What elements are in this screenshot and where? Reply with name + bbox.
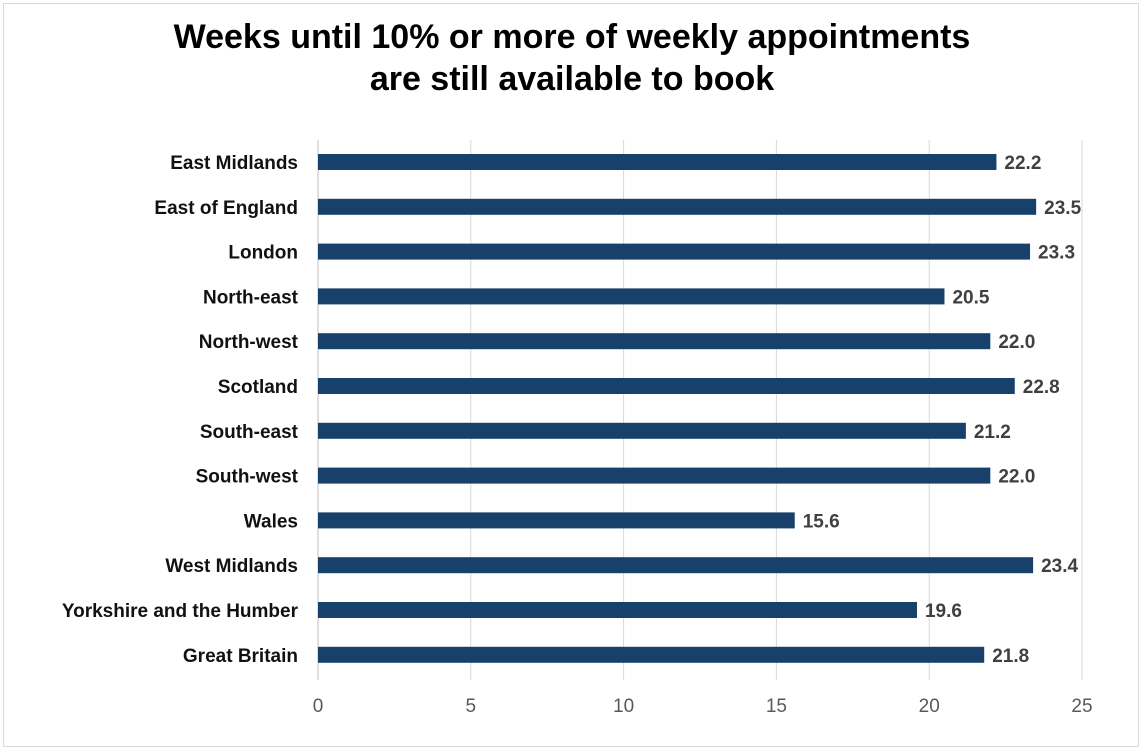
value-label-north-east: 20.5 xyxy=(952,287,989,308)
bar-south-east xyxy=(318,422,966,439)
bar-north-east xyxy=(318,288,945,305)
bar-south-west xyxy=(318,467,991,484)
x-tick-label-0: 0 xyxy=(313,696,324,717)
bar-wales xyxy=(318,512,795,529)
bar-scotland xyxy=(318,378,1015,394)
x-tick-label-10: 10 xyxy=(613,696,634,717)
chart-title-line-2: are still available to book xyxy=(369,60,775,98)
x-tick-label-20: 20 xyxy=(919,696,940,717)
value-label-east-midlands: 22.2 xyxy=(1004,153,1041,174)
bar-east-midlands xyxy=(318,154,997,170)
value-label-wales: 15.6 xyxy=(803,511,840,532)
chart-frame xyxy=(3,3,1139,747)
x-tick-label-25: 25 xyxy=(1071,696,1092,717)
category-label-west-midlands: West Midlands xyxy=(165,556,298,577)
x-axis-ticks: 0 5 10 15 20 25 xyxy=(313,696,1093,717)
chart-title-line-1: Weeks until 10% or more of weekly appoin… xyxy=(173,18,971,56)
x-tick-label-15: 15 xyxy=(766,696,787,717)
bar-great-britain xyxy=(318,646,985,663)
category-label-london: London xyxy=(228,243,298,264)
value-label-london: 23.3 xyxy=(1038,243,1075,264)
category-label-north-east: North-east xyxy=(203,287,299,308)
value-label-west-midlands: 23.4 xyxy=(1041,556,1078,577)
category-label-yorkshire-and-the-humber: Yorkshire and the Humber xyxy=(62,601,299,622)
gridlines xyxy=(317,140,1083,680)
value-label-south-east: 21.2 xyxy=(974,422,1011,443)
category-label-east-midlands: East Midlands xyxy=(170,153,298,174)
category-label-south-west: South-west xyxy=(196,467,299,488)
bar-london xyxy=(318,243,1031,260)
chart-title: Weeks until 10% or more of weekly appoin… xyxy=(0,16,1144,100)
category-label-wales: Wales xyxy=(244,511,298,532)
category-label-scotland: Scotland xyxy=(218,377,298,398)
category-label-great-britain: Great Britain xyxy=(183,646,298,667)
category-label-north-west: North-west xyxy=(199,332,299,353)
value-label-yorkshire-and-the-humber: 19.6 xyxy=(925,601,962,622)
bars xyxy=(318,154,1037,663)
category-label-east-of-england: East of England xyxy=(154,198,298,219)
value-label-scotland: 22.8 xyxy=(1023,377,1060,398)
bar-west-midlands xyxy=(318,557,1034,574)
value-labels: 22.2 23.5 23.3 20.5 22.0 22.8 21.2 22.0 15.6 23.4… xyxy=(803,153,1082,667)
category-label-south-east: South-east xyxy=(200,422,299,443)
value-label-east-of-england: 23.5 xyxy=(1044,198,1081,219)
bar-east-of-england xyxy=(318,198,1037,215)
value-label-great-britain: 21.8 xyxy=(992,646,1029,667)
bar-north-west xyxy=(318,333,991,350)
value-label-south-west: 22.0 xyxy=(998,467,1035,488)
category-labels: East Midlands East of England London North-… xyxy=(62,153,299,667)
bar-yorkshire-and-the-humber xyxy=(318,602,917,618)
value-label-north-west: 22.0 xyxy=(998,332,1035,353)
x-tick-label-5: 5 xyxy=(466,696,477,717)
